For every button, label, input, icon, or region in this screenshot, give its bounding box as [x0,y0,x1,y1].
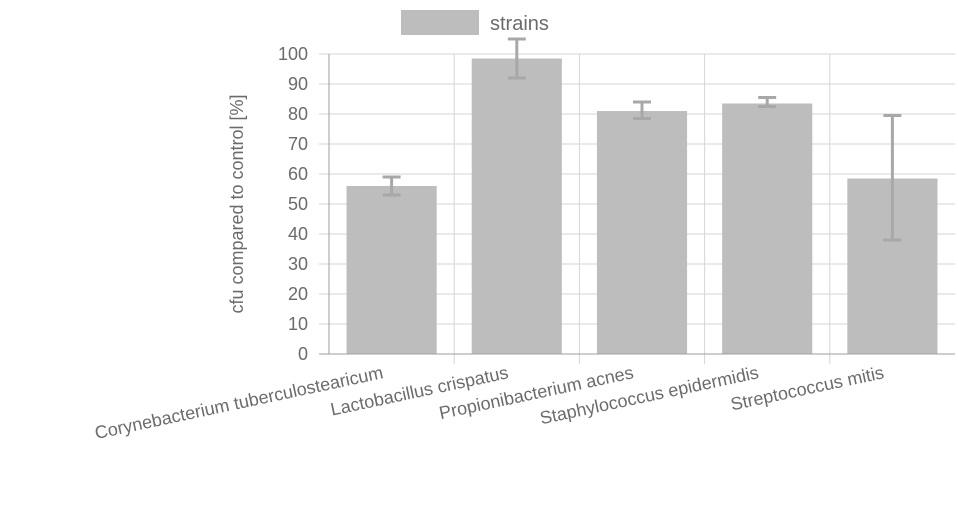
bar-layer [346,58,938,354]
y-tick-label: 20 [288,284,308,304]
bar [471,58,562,354]
legend-label: strains [490,13,549,35]
y-tick-label: 70 [288,134,308,154]
y-tick-label: 80 [288,104,308,124]
y-tick-label: 100 [278,44,308,64]
error-bar-layer [382,37,902,242]
y-axis-title: cfu compared to control [%] [227,94,247,313]
y-tick-label: 10 [288,314,308,334]
legend-swatch [401,10,479,35]
y-tick-label: 30 [288,254,308,274]
y-tick-label: 40 [288,224,308,244]
bar [346,186,437,354]
bar [722,103,813,354]
bar [596,111,688,354]
legend: strains [401,10,549,35]
axis-layer [319,54,955,355]
y-tick-label: 90 [288,74,308,94]
y-tick-label: 0 [298,344,308,364]
y-tick-label: 60 [288,164,308,184]
y-tick-label: 50 [288,194,308,214]
